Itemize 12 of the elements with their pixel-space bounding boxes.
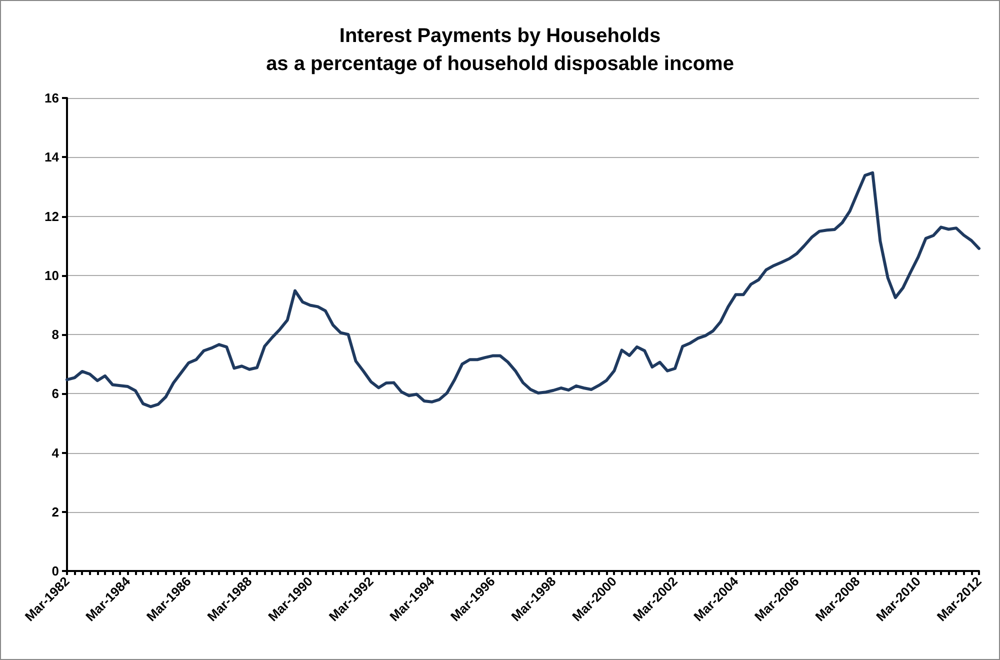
chart-subtitle: as a percentage of household disposable income [266,53,734,75]
y-tick-label: 0 [52,564,59,578]
line-series [66,171,980,408]
y-tick-label: 12 [44,208,59,224]
y-tick-label: 6 [52,386,59,402]
y-tick-label: 14 [44,150,60,165]
y-tick-label: 16 [44,90,59,106]
y-tick-label: 10 [44,268,59,283]
y-tick-label: 2 [52,504,59,520]
y-tick-label: 4 [52,445,60,460]
y-tick-label: 8 [52,327,59,342]
chart-title: Interest Payments by Households [339,25,661,47]
